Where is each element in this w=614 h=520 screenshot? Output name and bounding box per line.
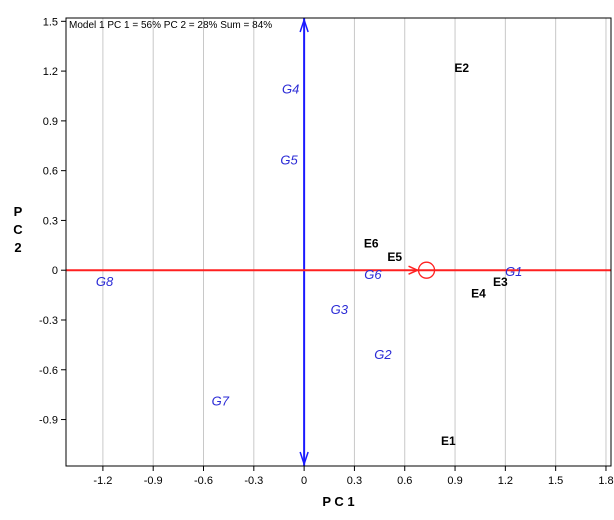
environment-label-e3: E3 — [493, 275, 508, 289]
points-layer: G1 G2 G3 G4 G5 G6 G7 G8 E1 E2 E3 E4 E5 E6 — [96, 61, 523, 448]
x-tick-label: 0 — [301, 475, 307, 487]
environment-label-e1: E1 — [441, 434, 456, 448]
environment-label-e6: E6 — [364, 237, 379, 251]
y-tick-label: 0.6 — [43, 166, 58, 178]
x-tick-label: 0.9 — [447, 475, 462, 487]
y-axis-title-letter: P — [14, 204, 23, 219]
x-tick-label: -0.3 — [244, 475, 263, 487]
environment-label-e5: E5 — [387, 250, 402, 264]
y-tick-label: -0.6 — [39, 365, 58, 377]
environment-label-e4: E4 — [471, 286, 486, 300]
x-tick-label: 0.6 — [397, 475, 412, 487]
genotype-label-g4: G4 — [282, 81, 299, 96]
average-environment-marker — [417, 261, 436, 279]
marker-layer — [337, 261, 436, 279]
x-axis-title: P C 1 — [322, 494, 354, 509]
x-tick-label: -0.6 — [194, 475, 213, 487]
genotype-label-g2: G2 — [374, 347, 392, 362]
y-tick-label: 0.9 — [43, 116, 58, 128]
chart-title: Model 1 PC 1 = 56% PC 2 = 28% Sum = 84% — [69, 20, 272, 31]
genotype-label-g5: G5 — [280, 153, 298, 168]
x-tick-label: 0.3 — [347, 475, 362, 487]
ticks-layer: -1.2 -0.9 -0.6 -0.3 0 0.3 0.6 0.9 1.2 1.5 1.8 1.5 1.… — [39, 16, 614, 487]
plot-frame — [65, 17, 612, 467]
pc2-axis-arrow-bottom — [299, 451, 309, 467]
genotype-label-g3: G3 — [331, 302, 349, 317]
y-axis-title-letter: C — [13, 222, 23, 237]
y-axis-title: PC 2 — [13, 204, 23, 255]
x-tick-label: 1.8 — [598, 475, 613, 487]
average-environment-arrow — [408, 265, 420, 275]
genotype-label-g1: G1 — [505, 264, 522, 279]
genotype-label-g6: G6 — [364, 267, 382, 282]
environment-label-e2: E2 — [454, 61, 469, 75]
x-tick-label: -0.9 — [144, 475, 163, 487]
x-tick-label: 1.5 — [548, 475, 563, 487]
y-tick-label: 0 — [52, 265, 58, 277]
y-tick-label: 1.5 — [43, 16, 58, 28]
pc2-axis-arrow-top — [299, 17, 309, 33]
y-tick-label: -0.3 — [39, 315, 58, 327]
x-tick-label: -1.2 — [93, 475, 112, 487]
y-tick-label: 0.3 — [43, 215, 58, 227]
y-tick-label: -0.9 — [39, 415, 58, 427]
genotype-label-g7: G7 — [212, 393, 230, 408]
y-tick-label: 1.2 — [43, 66, 58, 78]
y-axis-title-letter: 2 — [14, 240, 21, 255]
genotype-label-g8: G8 — [96, 274, 114, 289]
x-tick-label: 1.2 — [498, 475, 513, 487]
grid-layer — [102, 18, 607, 466]
